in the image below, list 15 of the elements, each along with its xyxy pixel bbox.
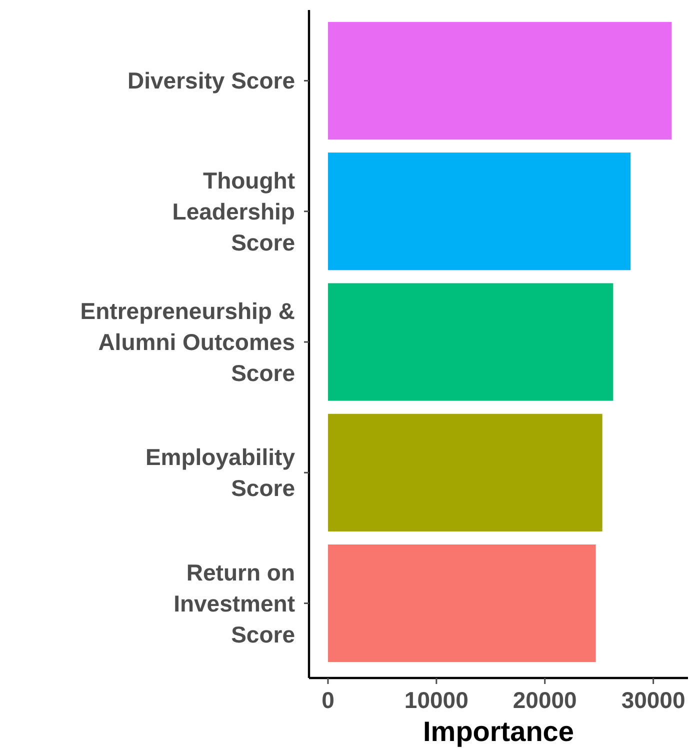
y-tick-label: Entrepreneurship & Alumni Outcomes Score: [80, 298, 295, 386]
x-tick-label: 20000: [512, 687, 577, 713]
bar: [328, 414, 602, 532]
bar: [328, 152, 631, 270]
bar: [328, 544, 596, 662]
x-tick-label: 10000: [404, 687, 468, 713]
y-tick-label: Diversity Score: [128, 68, 295, 94]
x-tick-label: 0: [322, 687, 334, 713]
bar: [328, 283, 614, 401]
y-tick-label: Return on Investment Score: [174, 559, 296, 648]
y-tick-label: Employability Score: [145, 444, 296, 502]
bar: [328, 22, 672, 140]
y-tick-label: Thought Leadership Score: [172, 167, 296, 256]
x-axis-title: Importance: [423, 716, 574, 747]
x-tick-label: 30000: [621, 687, 686, 713]
